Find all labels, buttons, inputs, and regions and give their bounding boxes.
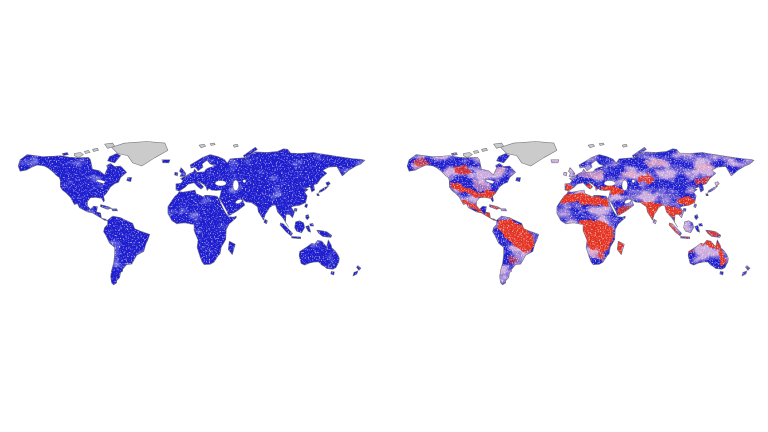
map-left-panel (4, 141, 366, 287)
right-data-texture (407, 147, 754, 285)
right-white-speckle (407, 147, 754, 285)
left-data-texture (18, 147, 365, 285)
left-white-speckle (18, 147, 365, 285)
map-right-panel (393, 141, 755, 287)
